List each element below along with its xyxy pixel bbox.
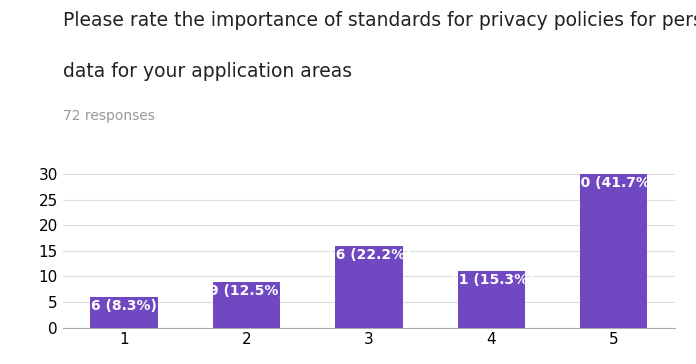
Text: Please rate the importance of standards for privacy policies for personal: Please rate the importance of standards … <box>63 11 696 30</box>
Bar <box>580 174 647 328</box>
Text: data for your application areas: data for your application areas <box>63 62 351 81</box>
Text: 11 (15.3%): 11 (15.3%) <box>448 273 534 287</box>
Bar <box>90 297 158 328</box>
Bar <box>335 246 402 328</box>
Bar <box>457 271 525 328</box>
Bar <box>213 281 280 328</box>
Text: 30 (41.7%): 30 (41.7%) <box>571 176 656 190</box>
Text: 9 (12.5%): 9 (12.5%) <box>209 284 285 298</box>
Text: 6 (8.3%): 6 (8.3%) <box>91 299 157 313</box>
Text: 16 (22.2%): 16 (22.2%) <box>326 248 411 262</box>
Text: 72 responses: 72 responses <box>63 109 155 123</box>
